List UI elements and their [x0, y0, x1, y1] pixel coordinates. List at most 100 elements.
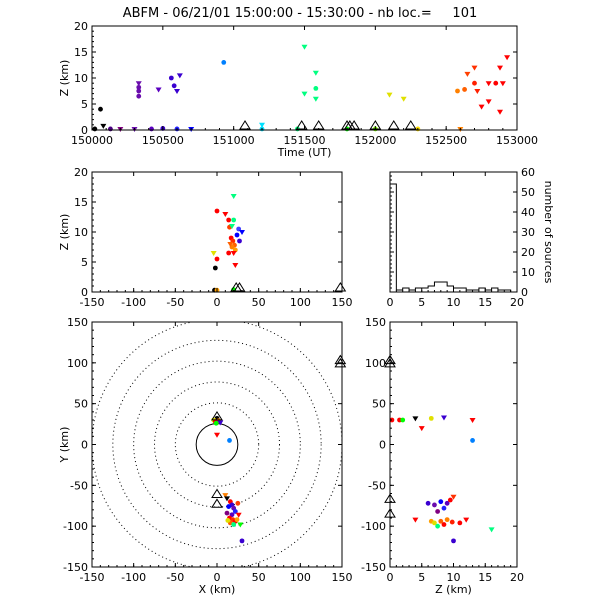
x-y-ytick-label-4: 50	[74, 398, 88, 411]
time-z-point-38	[472, 80, 477, 86]
range-rings	[92, 322, 342, 567]
x-z-point-23	[227, 242, 234, 247]
time-z-point-44	[499, 81, 506, 87]
z-y-point-5	[428, 415, 434, 421]
z-y-point-12	[438, 499, 444, 505]
z-y-point-4	[418, 426, 425, 432]
time-z-point-37	[471, 65, 478, 71]
x-y-point-7	[227, 438, 232, 443]
x-y-point-9	[224, 496, 230, 502]
time-z-point-3	[108, 126, 113, 132]
time-z-point-25	[312, 70, 319, 76]
time-z-point-2	[100, 123, 107, 129]
x-y-ylabel: Y (km)	[58, 427, 71, 464]
x-z-ytick-label-4: 20	[74, 166, 88, 179]
x-z-station-1	[233, 282, 246, 292]
z-y-point-19	[432, 520, 437, 526]
x-y-point-25	[239, 538, 245, 544]
x-z-point-22	[232, 263, 239, 268]
x-y-point-6	[214, 432, 220, 438]
x-z-point-19	[237, 238, 242, 244]
x-y-ytick-label-0: -150	[63, 561, 88, 574]
time-z-station-2	[312, 120, 325, 130]
z-y-xtick-label-1: 5	[418, 571, 425, 584]
time-z-xtick-label-1: 150500	[142, 134, 184, 147]
range-ring-0	[195, 423, 239, 466]
time-z-point-19	[221, 60, 227, 65]
histogram-ytick-label-2: 20	[521, 246, 535, 259]
x-y-xtick-label-2: -50	[166, 571, 184, 584]
x-y-point-21	[234, 517, 240, 523]
z-y-point-6	[440, 415, 447, 421]
histogram-bar-2	[403, 288, 409, 292]
time-z-point-41	[485, 81, 492, 87]
histogram-bar-5	[422, 288, 428, 292]
x-y-xtick-label-5: 100	[290, 571, 311, 584]
z-y-point-23	[449, 519, 455, 525]
z-y-point-28	[451, 538, 456, 544]
z-y-xlabel: Z (km)	[435, 583, 472, 596]
histogram-bar-9	[447, 286, 453, 292]
time-z-point-36	[464, 71, 471, 77]
time-z-station-7	[387, 120, 400, 130]
time-z-xtick-label-3: 151500	[284, 134, 326, 147]
time-z-point-30	[386, 92, 393, 98]
time-z-ytick-label-1: 5	[81, 98, 88, 111]
x-z-point-21	[239, 230, 245, 235]
time-z-point-1	[98, 106, 103, 112]
x-y-ytick-label-6: 150	[67, 316, 88, 329]
z-y-point-20	[438, 518, 444, 524]
time-z-ytick-label-2: 10	[74, 72, 88, 85]
x-y-point-14	[232, 509, 238, 514]
time-z-station-0	[239, 120, 251, 130]
time-z-station-8	[404, 120, 417, 130]
histogram-xtick-label-1: 5	[418, 296, 425, 309]
histogram-ylabel: number of sources	[542, 181, 555, 284]
histogram-bar-10	[454, 288, 460, 292]
time-z-point-21	[259, 122, 265, 128]
time-z-point-7	[136, 88, 142, 94]
time-z-point-24	[301, 91, 308, 97]
histogram-frame	[389, 171, 518, 293]
x-z-point-5	[214, 208, 220, 214]
z-y-point-2	[400, 417, 406, 423]
x-z-point-11	[230, 194, 237, 199]
histogram-steps	[389, 183, 517, 293]
x-z-ytick-label-1: 5	[81, 256, 88, 269]
x-z-ylabel: Z (km)	[58, 214, 71, 251]
x-y-point-12	[226, 504, 232, 509]
x-y-xtick-label-1: -100	[121, 571, 146, 584]
time-z-point-13	[168, 75, 174, 81]
x-y-point-23	[235, 512, 242, 518]
z-y-frame	[389, 321, 518, 568]
histogram-ytick-label-1: 10	[521, 266, 535, 279]
z-y-point-25	[463, 517, 470, 523]
time-z-xtick-label-0: 150000	[71, 134, 113, 147]
z-y-ytick-label-6: 150	[365, 316, 386, 329]
time-z-point-39	[474, 89, 481, 94]
z-y-point-9	[412, 517, 419, 523]
z-y-point-14	[444, 500, 450, 506]
z-y-ytick-label-0: -150	[361, 561, 386, 574]
time-z-station-1	[295, 120, 308, 130]
histogram-bar-6	[428, 286, 434, 292]
time-z-point-26	[313, 86, 319, 91]
x-z-xtick-label-5: 100	[290, 296, 311, 309]
histogram-bar-11	[460, 288, 466, 292]
x-z-ytick-label-0: 0	[81, 286, 88, 299]
x-z-point-1	[212, 265, 218, 271]
time-z-point-0	[92, 126, 98, 132]
time-z-xlabel: Time (UT)	[277, 146, 332, 159]
histogram-ytick-label-6: 60	[521, 166, 535, 179]
x-y-station-1	[334, 357, 347, 368]
histogram-bar-14	[479, 288, 485, 292]
x-z-xtick-label-6: 150	[332, 296, 353, 309]
z-y-point-10	[425, 500, 431, 506]
x-y-point-22	[225, 518, 231, 523]
z-y-point-24	[457, 520, 463, 526]
z-y-point-16	[447, 497, 453, 503]
x-z-xtick-label-0: -150	[80, 296, 105, 309]
z-y-xtick-label-2: 10	[447, 571, 461, 584]
time-z-xtick-label-4: 152000	[354, 134, 396, 147]
time-z-point-23	[301, 44, 308, 50]
